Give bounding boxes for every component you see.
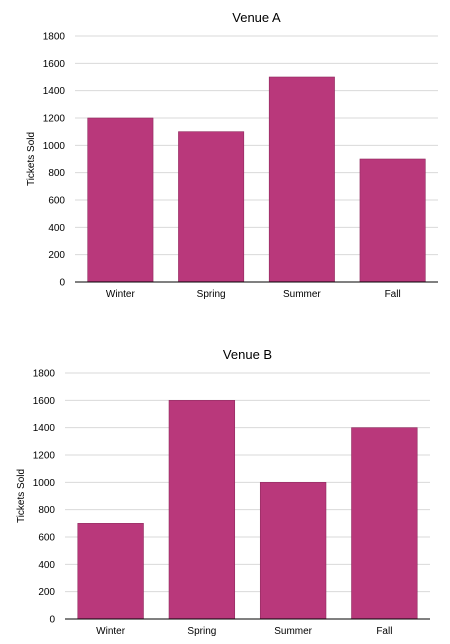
x-tick-label: Winter: [106, 289, 136, 300]
bar-spring: [168, 400, 236, 620]
bar-fall: [351, 427, 418, 620]
y-tick-label: 1600: [43, 59, 66, 70]
x-tick-label: Summer: [283, 289, 321, 300]
chart-title: Venue B: [223, 347, 272, 362]
y-tick-label: 1400: [33, 423, 56, 434]
bar-fall: [359, 158, 426, 283]
y-tick-label: 400: [38, 560, 55, 571]
bar-winter: [77, 523, 144, 620]
y-tick-label: 200: [38, 587, 55, 598]
chart-panel-1: Venue A 0 200 400 600 800 1000 1200 1400 1600 1800…: [26, 10, 438, 300]
y-tick-label: 1000: [33, 478, 56, 489]
y-tick-label: 1200: [33, 451, 56, 462]
y-axis-title: Tickets Sold: [16, 469, 27, 523]
y-tick-label: 1800: [43, 32, 66, 43]
y-tick-label: 200: [48, 250, 65, 261]
x-tick-label: Spring: [197, 289, 226, 300]
chart-title: Venue A: [232, 10, 281, 25]
y-tick-label: 0: [49, 615, 55, 626]
bar-summer: [259, 482, 327, 620]
x-tick-label: Fall: [376, 626, 392, 637]
y-tick-label: 400: [48, 223, 65, 234]
y-tick-label: 1000: [43, 141, 66, 152]
bar-summer: [268, 76, 335, 283]
y-tick-label: 0: [59, 278, 65, 289]
x-tick-label: Fall: [385, 289, 401, 300]
y-tick-label: 800: [48, 168, 65, 179]
chart-panel-2: Venue B 0 200 400 600 800 1000 1200 1400 1600 1800…: [16, 347, 430, 637]
x-tick-label: Summer: [274, 626, 312, 637]
x-tick-label: Winter: [96, 626, 126, 637]
y-tick-label: 1600: [33, 396, 56, 407]
y-tick-label: 1400: [43, 86, 66, 97]
bar-spring: [178, 131, 245, 283]
y-tick-label: 1200: [43, 114, 66, 125]
bar-winter: [87, 117, 154, 283]
x-tick-label: Spring: [187, 626, 216, 637]
y-axis-title: Tickets Sold: [26, 132, 37, 186]
y-tick-label: 600: [38, 533, 55, 544]
y-tick-label: 800: [38, 505, 55, 516]
y-tick-label: 1800: [33, 369, 56, 380]
y-tick-label: 600: [48, 196, 65, 207]
